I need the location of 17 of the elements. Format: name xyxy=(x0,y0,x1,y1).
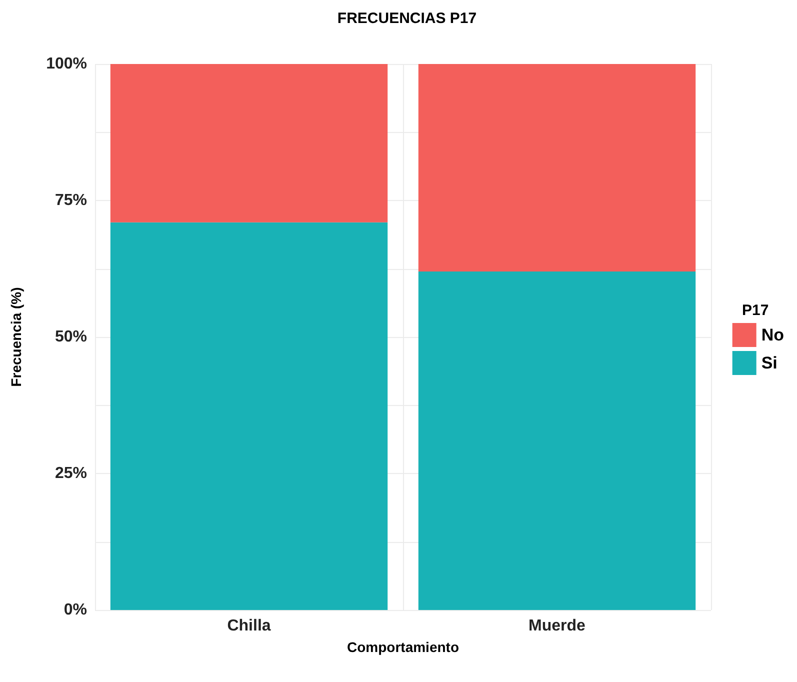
bar xyxy=(418,271,696,610)
y-tick-label: 50% xyxy=(54,328,87,346)
y-axis-title: Frecuencia (%) xyxy=(8,287,24,387)
y-tick-label: 0% xyxy=(64,602,87,618)
x-tick-label: Chilla xyxy=(227,618,271,634)
y-tick-label: 25% xyxy=(54,465,87,482)
y-tick-label: 75% xyxy=(54,192,87,209)
chart-title: FRECUENCIAS P17 xyxy=(337,10,477,27)
bar xyxy=(110,64,388,222)
y-tick-label: 100% xyxy=(46,56,87,72)
legend-label: Si xyxy=(761,354,778,372)
x-tick-label: Muerde xyxy=(528,618,586,634)
bar xyxy=(418,64,696,272)
bar xyxy=(110,222,388,610)
legend-title: P17 xyxy=(742,302,769,319)
legend-label: No xyxy=(761,326,784,344)
x-axis-title: Comportamiento xyxy=(347,639,459,655)
